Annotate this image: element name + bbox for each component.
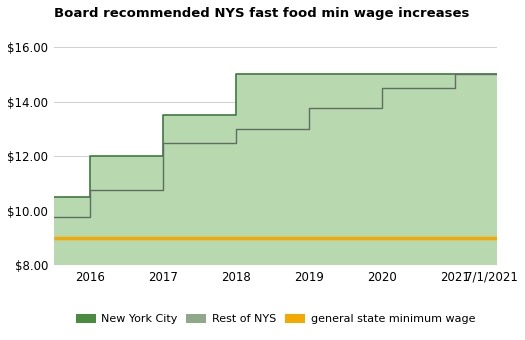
Legend: New York City, Rest of NYS, general state minimum wage: New York City, Rest of NYS, general stat… bbox=[71, 309, 479, 328]
Text: Board recommended NYS fast food min wage increases: Board recommended NYS fast food min wage… bbox=[54, 7, 469, 20]
